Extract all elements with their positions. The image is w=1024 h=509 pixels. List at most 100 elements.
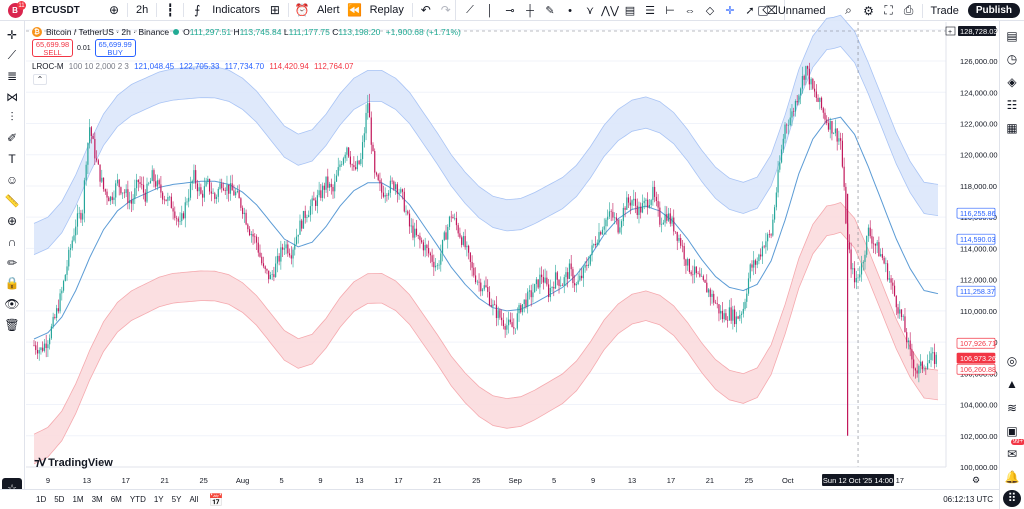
- dot-icon[interactable]: •: [568, 4, 572, 17]
- eraser-icon[interactable]: ⌫: [762, 5, 778, 17]
- quick-search-icon[interactable]: ⌕: [845, 3, 852, 17]
- time-axis-tick-label: 5: [279, 476, 283, 485]
- indicator-legend[interactable]: LROC-M 100 10 2,000 2 3 121,048.45 122,7…: [32, 62, 356, 71]
- news-icon[interactable]: ☷: [1006, 98, 1018, 113]
- forecast-icon[interactable]: ⫶: [10, 110, 14, 125]
- candle-body: [906, 332, 908, 343]
- brush-icon[interactable]: ✎: [545, 5, 555, 17]
- replay-icon[interactable]: ⏪: [347, 3, 363, 17]
- pitchfork-icon[interactable]: ⋎: [585, 5, 595, 17]
- axis-settings-gear-icon[interactable]: ⚙: [972, 475, 980, 485]
- alert-button[interactable]: Alert: [316, 4, 340, 16]
- tradingview-logo[interactable]: ⁊𝖵 TradingView: [34, 456, 113, 470]
- candle-body: [636, 205, 638, 216]
- publish-button[interactable]: Publish: [967, 3, 1020, 18]
- candles-chart-type-icon[interactable]: ┇: [166, 3, 174, 17]
- candle-body: [405, 211, 407, 212]
- calendar-events-icon[interactable]: ▣: [1006, 423, 1018, 438]
- emoji-icon[interactable]: ☺: [5, 172, 19, 187]
- alarm-clock-icon[interactable]: ⏰: [294, 3, 310, 17]
- candle-body: [261, 256, 263, 264]
- long-position-icon[interactable]: ▤: [624, 5, 636, 17]
- candle-body: [228, 184, 230, 194]
- lock-icon[interactable]: 🔒: [4, 276, 20, 291]
- range-button-1d[interactable]: 1D: [36, 495, 47, 504]
- measure-icon[interactable]: ⇔: [684, 4, 696, 17]
- settings-gear-icon[interactable]: ⚙: [863, 3, 874, 18]
- crosshair-cursor-icon[interactable]: ✛: [6, 28, 18, 42]
- candle-body: [264, 266, 266, 270]
- clock-utc[interactable]: 06:12:13 UTC: [943, 495, 993, 504]
- calendar-icon[interactable]: ▦: [1006, 121, 1018, 136]
- range-button-5d[interactable]: 5D: [54, 495, 65, 504]
- date-range-calendar-icon[interactable]: 📅: [208, 492, 224, 507]
- crosshair-icon[interactable]: ✛: [725, 5, 735, 17]
- candle-body: [452, 217, 454, 219]
- patterns-icon[interactable]: ⋈: [6, 90, 18, 105]
- horizontal-ray-icon[interactable]: ⊸: [505, 5, 515, 17]
- range-button-5y[interactable]: 5Y: [171, 495, 182, 504]
- candle-body: [499, 310, 501, 318]
- range-button-3m[interactable]: 3M: [91, 495, 103, 504]
- ideas-icon[interactable]: ▲: [1006, 377, 1018, 392]
- collapse-legend-chevron-icon[interactable]: ⌃: [33, 74, 47, 85]
- buy-button[interactable]: 65,699.99 BUY: [94, 39, 136, 57]
- add-alert-plus-icon[interactable]: [945, 26, 956, 36]
- vertical-line-icon[interactable]: │: [486, 4, 494, 17]
- eye-icon[interactable]: 👁: [4, 296, 20, 311]
- layers-icon[interactable]: ◈: [1007, 74, 1017, 89]
- candle-body: [819, 97, 821, 102]
- apps-grid-icon[interactable]: ⠿: [1003, 489, 1021, 508]
- candle-body: [370, 117, 372, 145]
- symbol-search-button[interactable]: BTCUSDT: [32, 4, 80, 16]
- indicators-icon[interactable]: ⨍: [194, 3, 201, 17]
- layout-grid-icon[interactable]: ⊞: [269, 3, 280, 17]
- pattern-icon[interactable]: ⋀⋁: [600, 5, 620, 17]
- candle-body: [772, 219, 774, 236]
- fib-retracement-icon[interactable]: ≣: [6, 69, 18, 84]
- sell-button[interactable]: 65,699.98 SELL: [32, 39, 73, 57]
- add-symbol-icon[interactable]: ⊕: [108, 3, 120, 17]
- projection-icon[interactable]: ◇: [705, 5, 715, 17]
- magnet-icon[interactable]: ∩: [7, 234, 17, 249]
- candle-body: [59, 293, 61, 312]
- range-button-ytd[interactable]: YTD: [129, 495, 146, 504]
- ruler-icon[interactable]: 📏: [4, 193, 20, 208]
- target-icon[interactable]: ◎: [1006, 354, 1018, 369]
- range-button-1y[interactable]: 1Y: [153, 495, 164, 504]
- range-button-1m[interactable]: 1M: [72, 495, 84, 504]
- replay-button[interactable]: Replay: [369, 4, 404, 16]
- candle-body: [513, 327, 515, 329]
- undo-icon[interactable]: ↶: [420, 3, 431, 17]
- brush-tool-icon[interactable]: ✐: [6, 131, 18, 146]
- candle-body: [97, 160, 99, 165]
- interval-button[interactable]: 2h: [136, 4, 149, 16]
- trash-icon[interactable]: 🗑: [4, 317, 20, 332]
- ray-icon[interactable]: ⊢: [665, 5, 675, 17]
- camera-icon[interactable]: ⎙: [903, 3, 914, 17]
- range-button-6m[interactable]: 6M: [110, 495, 122, 504]
- fullscreen-icon[interactable]: ⛶: [884, 3, 893, 17]
- fib-icon[interactable]: ☰: [645, 5, 655, 17]
- bell-icon[interactable]: 🔔: [1004, 470, 1020, 485]
- zoom-in-icon[interactable]: ⊕: [6, 214, 18, 229]
- range-button-all[interactable]: All: [189, 495, 199, 504]
- layout-name-button[interactable]: Unnamed: [777, 4, 826, 17]
- trend-line-tool-icon[interactable]: ⟋: [7, 48, 17, 63]
- indicators-button[interactable]: Indicators: [212, 4, 260, 16]
- layout-checkbox[interactable]: [757, 5, 768, 16]
- cross-line-icon[interactable]: ┼: [526, 4, 534, 17]
- alerts-clock-icon[interactable]: ◷: [1006, 51, 1018, 66]
- cursor-arrow-icon[interactable]: ➚: [745, 5, 755, 17]
- watchlist-icon[interactable]: ▤: [1006, 28, 1018, 43]
- candle-body: [907, 340, 910, 343]
- streams-icon[interactable]: ≋: [1006, 400, 1018, 415]
- user-avatar[interactable]: B 11: [4, 1, 26, 19]
- redo-icon[interactable]: ↷: [440, 3, 451, 17]
- stay-drawing-icon[interactable]: ✏: [6, 255, 18, 270]
- trend-line-icon[interactable]: ⟋: [466, 4, 474, 16]
- trade-button[interactable]: Trade: [930, 4, 959, 17]
- text-tool-icon[interactable]: T: [8, 152, 16, 167]
- chat-icon[interactable]: ✉ 99+: [1006, 439, 1024, 461]
